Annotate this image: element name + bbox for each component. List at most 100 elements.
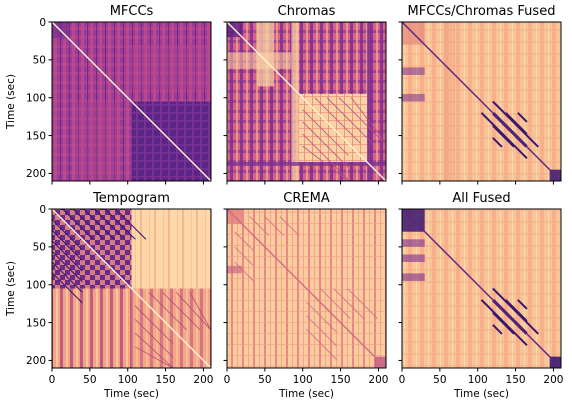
x-tick-label: 100	[118, 374, 138, 386]
heatmap-block	[402, 254, 425, 262]
main-diagonal	[52, 22, 211, 181]
x-tick-label: 200	[193, 374, 213, 386]
x-tick-label: 50	[433, 374, 446, 386]
main-diagonal	[402, 209, 561, 368]
off-diagonal-stripe	[314, 97, 361, 144]
y-tick-label: 200	[26, 168, 46, 180]
off-diagonal-stripe	[52, 229, 83, 261]
main-diagonal	[227, 22, 386, 181]
off-diagonal-stripe	[264, 216, 285, 236]
panel-6: All Fused 0 50 100 150 200 Time (sec)	[398, 191, 563, 400]
off-diagonal-stripe	[83, 209, 115, 240]
off-diagonal-stripe	[505, 112, 528, 135]
off-diagonal-stripe	[302, 145, 349, 181]
heatmap-block	[402, 273, 425, 281]
y-axis-label: Time (sec)	[5, 74, 17, 130]
off-diagonal-stripe	[480, 299, 528, 346]
y-tick-label: 150	[26, 317, 46, 329]
heatmap-block	[402, 67, 425, 75]
panel-2: Chromas	[223, 4, 387, 185]
heatmap	[52, 22, 211, 181]
panel-title: MFCCs/Chromas Fused	[408, 4, 556, 19]
panel-title: All Fused	[452, 191, 510, 206]
x-tick-label: 150	[331, 374, 351, 386]
off-diagonal-stripe	[480, 112, 528, 159]
panel-3: MFCCs/Chromas Fused	[398, 4, 562, 185]
heatmap-block	[402, 93, 425, 102]
off-diagonal-stripe	[189, 292, 211, 331]
off-diagonal-stripe	[517, 299, 528, 310]
panel-title: Tempogram	[92, 191, 170, 206]
off-diagonal-stripe	[492, 137, 503, 148]
y-tick-label: 0	[39, 204, 46, 216]
main-diagonal	[227, 209, 386, 368]
heatmap-block	[131, 44, 211, 91]
off-diagonal-stripe	[52, 219, 83, 251]
y-tick-label: 50	[33, 55, 46, 67]
off-diagonal-stripe	[135, 332, 174, 368]
x-tick-label: 100	[293, 374, 313, 386]
off-diagonal-stripe	[234, 261, 254, 282]
off-diagonal-stripe	[148, 292, 188, 331]
off-diagonal-stripe	[306, 301, 338, 333]
y-tick-label: 150	[26, 130, 46, 142]
x-axis-label: Time (sec)	[453, 388, 509, 400]
off-diagonal-stripe	[52, 261, 83, 293]
heatmap-block	[131, 209, 211, 289]
y-tick-label: 100	[26, 280, 46, 292]
heatmap-block	[227, 162, 386, 166]
off-diagonal-stripe	[302, 109, 349, 156]
panel-title: MFCCs	[110, 4, 154, 19]
heatmap	[402, 22, 561, 181]
x-tick-label: 50	[258, 374, 271, 386]
off-diagonal-stripe	[62, 209, 94, 240]
heatmap	[227, 209, 386, 368]
x-tick-label: 150	[156, 374, 176, 386]
off-diagonal-stripe	[52, 240, 83, 272]
x-tick-label: 150	[506, 374, 526, 386]
axes-frame	[226, 21, 387, 182]
axes-frame	[226, 208, 387, 369]
off-diagonal-stripe	[302, 121, 349, 168]
y-tick-label: 100	[26, 93, 46, 105]
axes-frame	[51, 21, 212, 182]
off-diagonal-stripe	[306, 315, 338, 347]
panel-1: MFCCs 0 50 100 150 200 Time (sec)	[5, 4, 212, 185]
x-tick-label: 50	[83, 374, 96, 386]
x-tick-label: 200	[543, 374, 563, 386]
off-diagonal-stripe	[162, 292, 201, 331]
off-diagonal-stripe	[333, 288, 365, 320]
axes-frame	[51, 208, 212, 369]
main-diagonal	[52, 209, 211, 368]
off-diagonal-stripe	[492, 312, 515, 335]
off-diagonal-stripe	[279, 216, 300, 236]
off-diagonal-stripe	[234, 231, 254, 251]
off-diagonal-stripe	[492, 324, 503, 335]
panel-title: Chromas	[278, 4, 336, 19]
heatmap-block	[402, 239, 425, 247]
heatmap-block	[74, 101, 121, 181]
y-tick-label: 200	[26, 355, 46, 367]
off-diagonal-stripe	[306, 329, 338, 360]
off-diagonal-stripe	[350, 97, 386, 144]
off-diagonal-stripe	[175, 292, 211, 331]
axes-frame	[401, 21, 562, 182]
off-diagonal-stripe	[72, 209, 104, 240]
heatmap-block	[367, 22, 371, 181]
off-diagonal-stripe	[135, 346, 174, 368]
off-diagonal-stripe	[505, 299, 528, 322]
off-diagonal-stripe	[52, 272, 83, 304]
panel-5: CREMA 0 50 100 150 200 Time (sec)	[223, 191, 388, 400]
x-tick-label: 100	[468, 374, 488, 386]
off-diagonal-stripe	[492, 125, 515, 148]
off-diagonal-stripe	[115, 209, 147, 240]
off-diagonal-stripe	[517, 112, 528, 123]
x-axis-label: Time (sec)	[278, 388, 334, 400]
off-diagonal-stripe	[492, 287, 539, 335]
off-diagonal-stripe	[347, 288, 378, 320]
heatmap	[227, 22, 386, 181]
heatmap-block	[443, 22, 455, 181]
off-diagonal-stripe	[135, 319, 174, 358]
